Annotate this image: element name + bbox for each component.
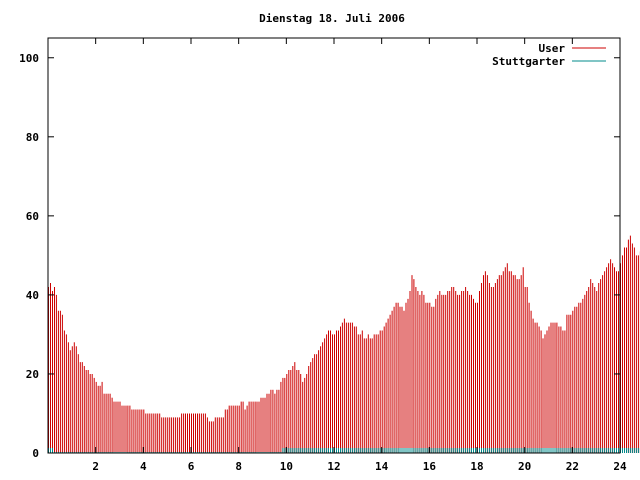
legend-label-stuttgarter: Stuttgarter — [492, 55, 565, 68]
x-tick-label: 12 — [327, 460, 340, 473]
x-tick-label: 10 — [280, 460, 293, 473]
y-tick-label: 40 — [26, 289, 39, 302]
y-tick-label: 60 — [26, 210, 39, 223]
y-tick-label: 20 — [26, 368, 39, 381]
x-tick-label: 22 — [566, 460, 579, 473]
x-tick-label: 6 — [188, 460, 195, 473]
x-tick-label: 20 — [518, 460, 531, 473]
user-series — [48, 235, 640, 453]
x-tick-label: 4 — [140, 460, 147, 473]
y-tick-label: 80 — [26, 131, 39, 144]
y-tick-label: 0 — [32, 447, 39, 460]
legend: User Stuttgarter — [492, 42, 606, 68]
x-tick-label: 8 — [235, 460, 242, 473]
y-tick-label: 100 — [19, 52, 39, 65]
legend-label-user: User — [539, 42, 566, 55]
x-tick-label: 16 — [423, 460, 437, 473]
x-tick-label: 18 — [470, 460, 483, 473]
x-tick-label: 14 — [375, 460, 389, 473]
x-tick-label: 24 — [613, 460, 627, 473]
x-tick-label: 2 — [92, 460, 99, 473]
chart-title: Dienstag 18. Juli 2006 — [259, 12, 405, 25]
